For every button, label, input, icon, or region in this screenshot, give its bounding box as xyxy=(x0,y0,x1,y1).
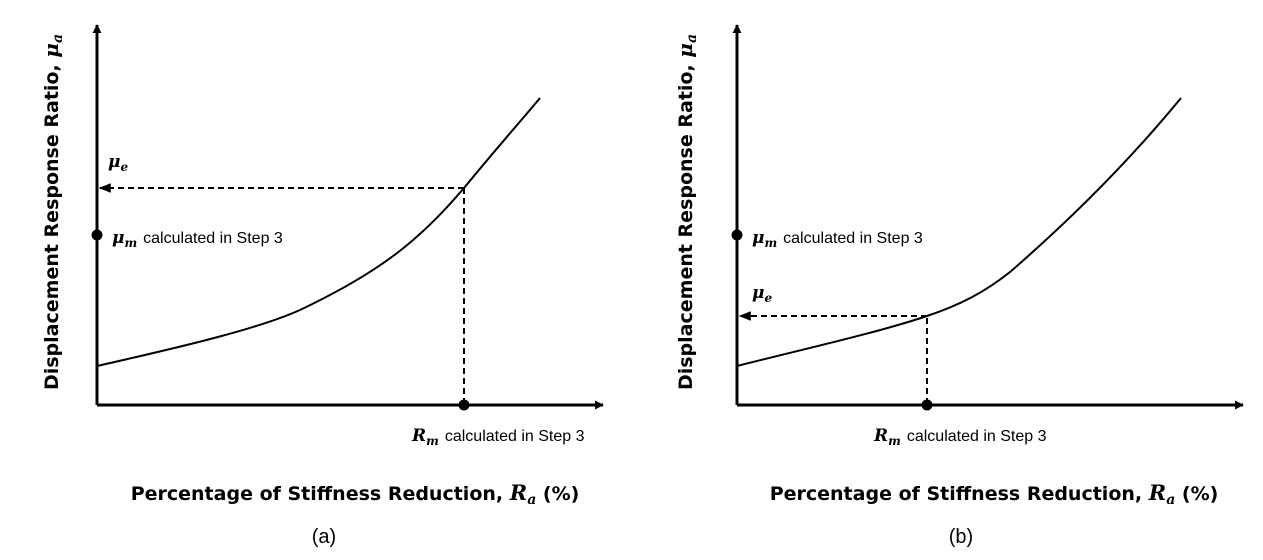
panel-b-y-axis-title: Displacement Response Ratio, μa xyxy=(673,34,700,390)
panel-a-curve xyxy=(96,97,541,367)
panel-b-mu-e-label: μe xyxy=(752,283,772,305)
panel-a-r-m-point xyxy=(458,399,470,411)
panel-a-y-axis-title: Displacement Response Ratio, μa xyxy=(39,34,66,390)
panel-a-mu-m-label: μm calculated in Step 3 xyxy=(112,228,283,250)
panel-a-mu-e-label: μe xyxy=(108,152,128,174)
panel-a-r-m-label: Rm calculated in Step 3 xyxy=(411,426,585,448)
panel-b-caption: (b) xyxy=(949,526,973,548)
panel-a: μe μm calculated in Step 3 Rm calculated i… xyxy=(39,24,604,548)
panel-b-x-axis-title: Percentage of Stiffness Reduction, Ra (%… xyxy=(770,480,1219,508)
panel-b-mu-m-point xyxy=(731,229,743,241)
panel-a-x-axis-title: Percentage of Stiffness Reduction, Ra (%… xyxy=(131,480,580,508)
panel-b: μe μm calculated in Step 3 Rm calculated i… xyxy=(673,24,1244,548)
panel-a-mu-m-point xyxy=(91,229,103,241)
panel-b-r-m-label: Rm calculated in Step 3 xyxy=(873,426,1047,448)
panel-b-r-m-point xyxy=(921,399,933,411)
panel-a-caption: (a) xyxy=(312,526,336,548)
panel-b-mu-m-label: μm calculated in Step 3 xyxy=(752,228,923,250)
panel-b-curve xyxy=(736,97,1182,367)
